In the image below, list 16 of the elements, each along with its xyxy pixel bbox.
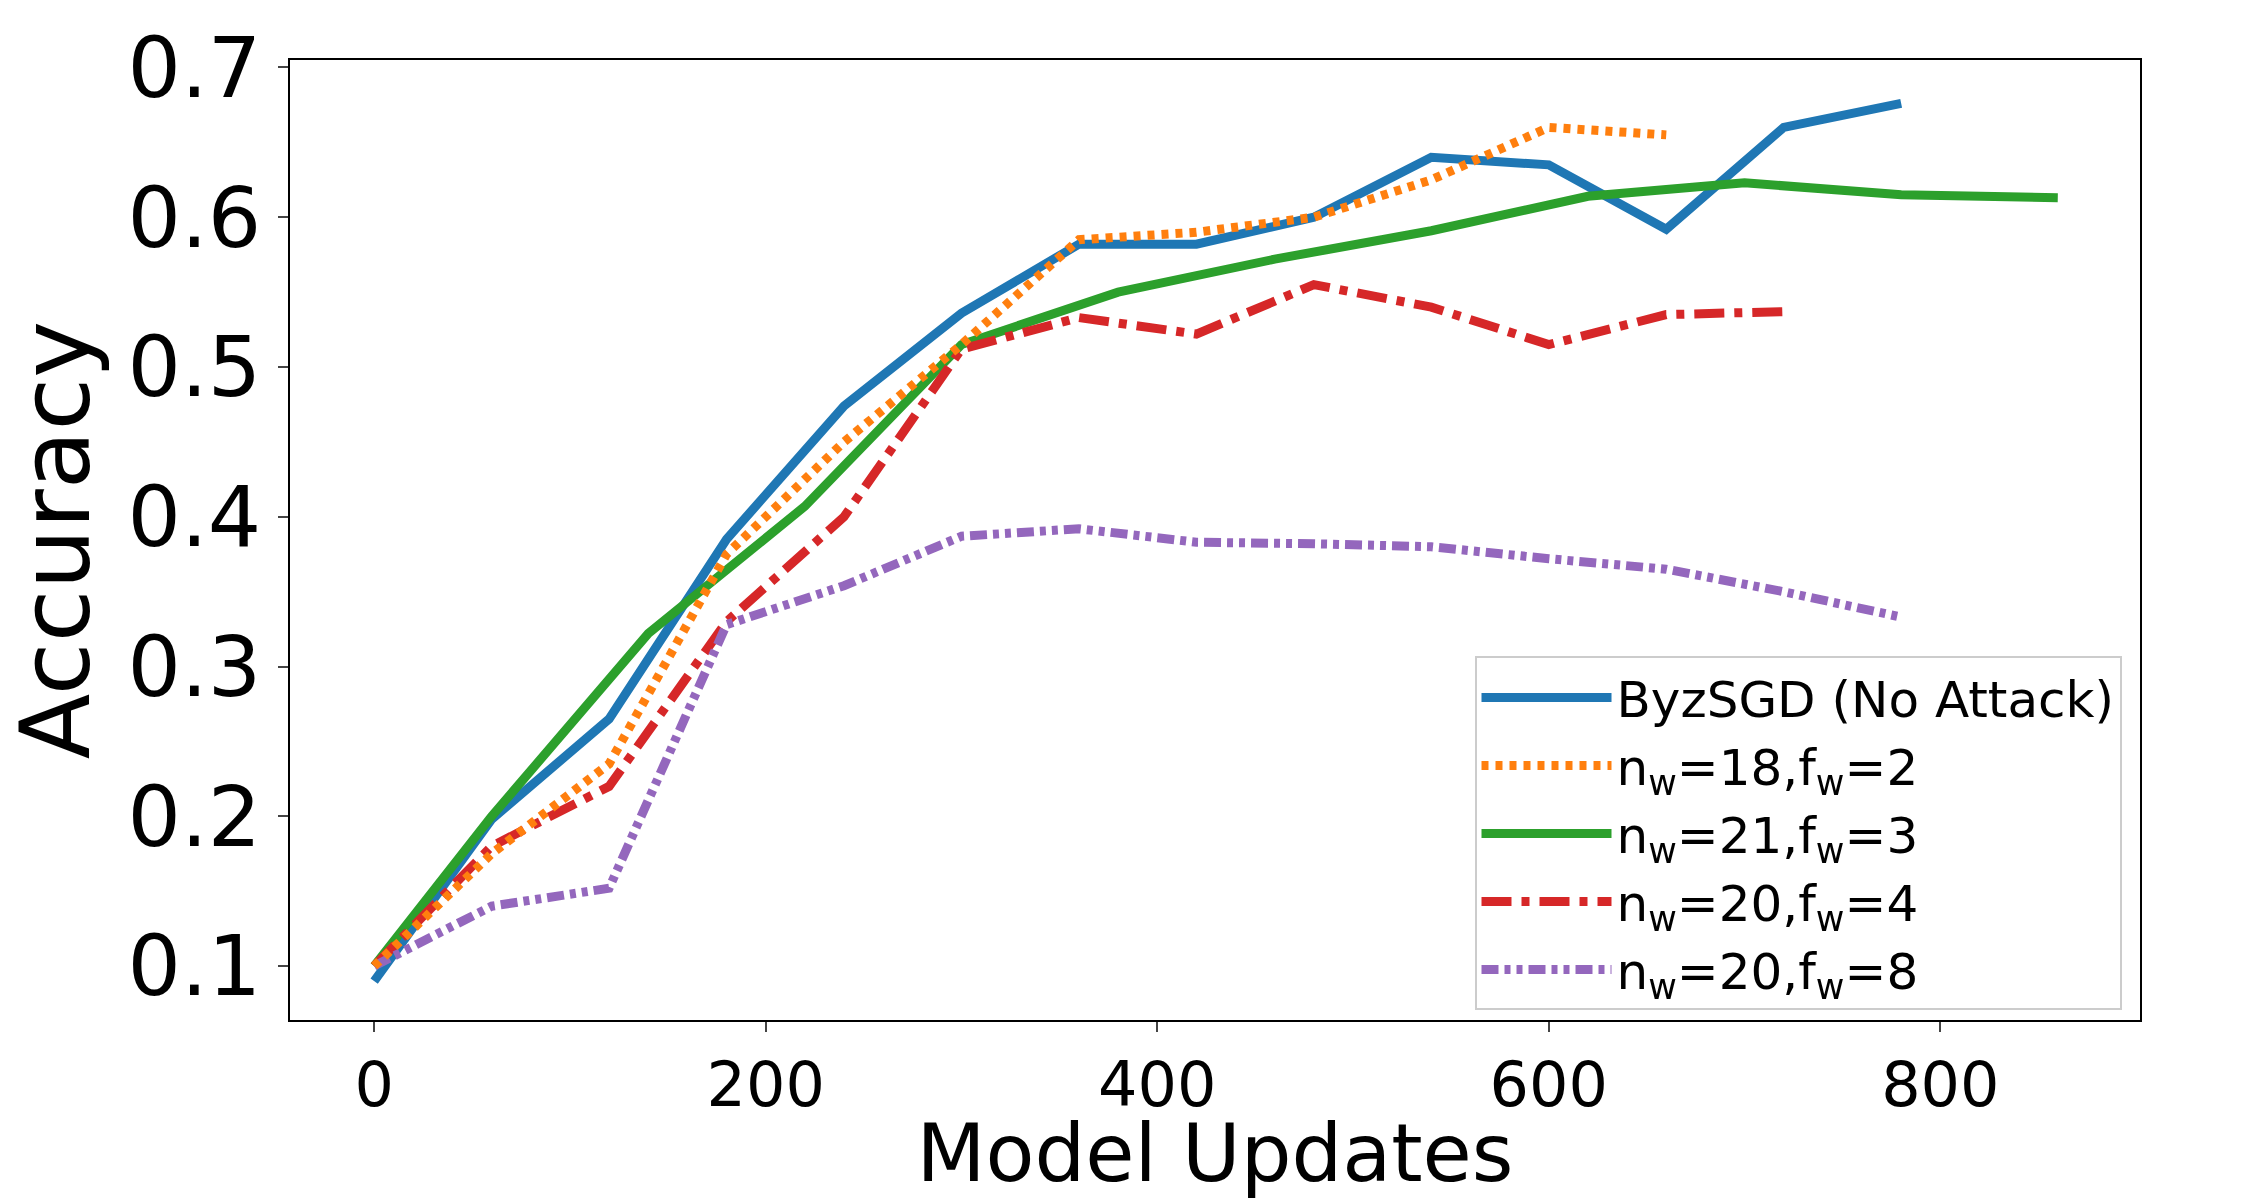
- y-tick-label: 0.3: [127, 617, 262, 716]
- x-tick-label: 800: [1881, 1048, 2000, 1122]
- y-tick-label: 0.2: [127, 767, 262, 866]
- y-tick-label: 0.6: [127, 168, 262, 267]
- legend-label: n$_{w}$=21,f$_{w}$=3: [1616, 806, 1919, 872]
- y-tick-label: 0.7: [127, 18, 262, 117]
- x-tick-label: 0: [354, 1048, 394, 1122]
- y-tick-label: 0.1: [127, 917, 262, 1016]
- x-tick-label: 200: [706, 1048, 825, 1122]
- legend-label: n$_{w}$=18,f$_{w}$=2: [1616, 738, 1919, 804]
- y-tick-label: 0.4: [127, 468, 262, 567]
- legend-label: ByzSGD (No Attack): [1616, 670, 2115, 729]
- y-tick-label: 0.5: [127, 318, 262, 417]
- legend-label: n$_{w}$=20,f$_{w}$=8: [1616, 942, 1919, 1008]
- legend-label: n$_{w}$=20,f$_{w}$=4: [1616, 874, 1919, 940]
- y-axis-title: Accuracy: [0, 320, 112, 760]
